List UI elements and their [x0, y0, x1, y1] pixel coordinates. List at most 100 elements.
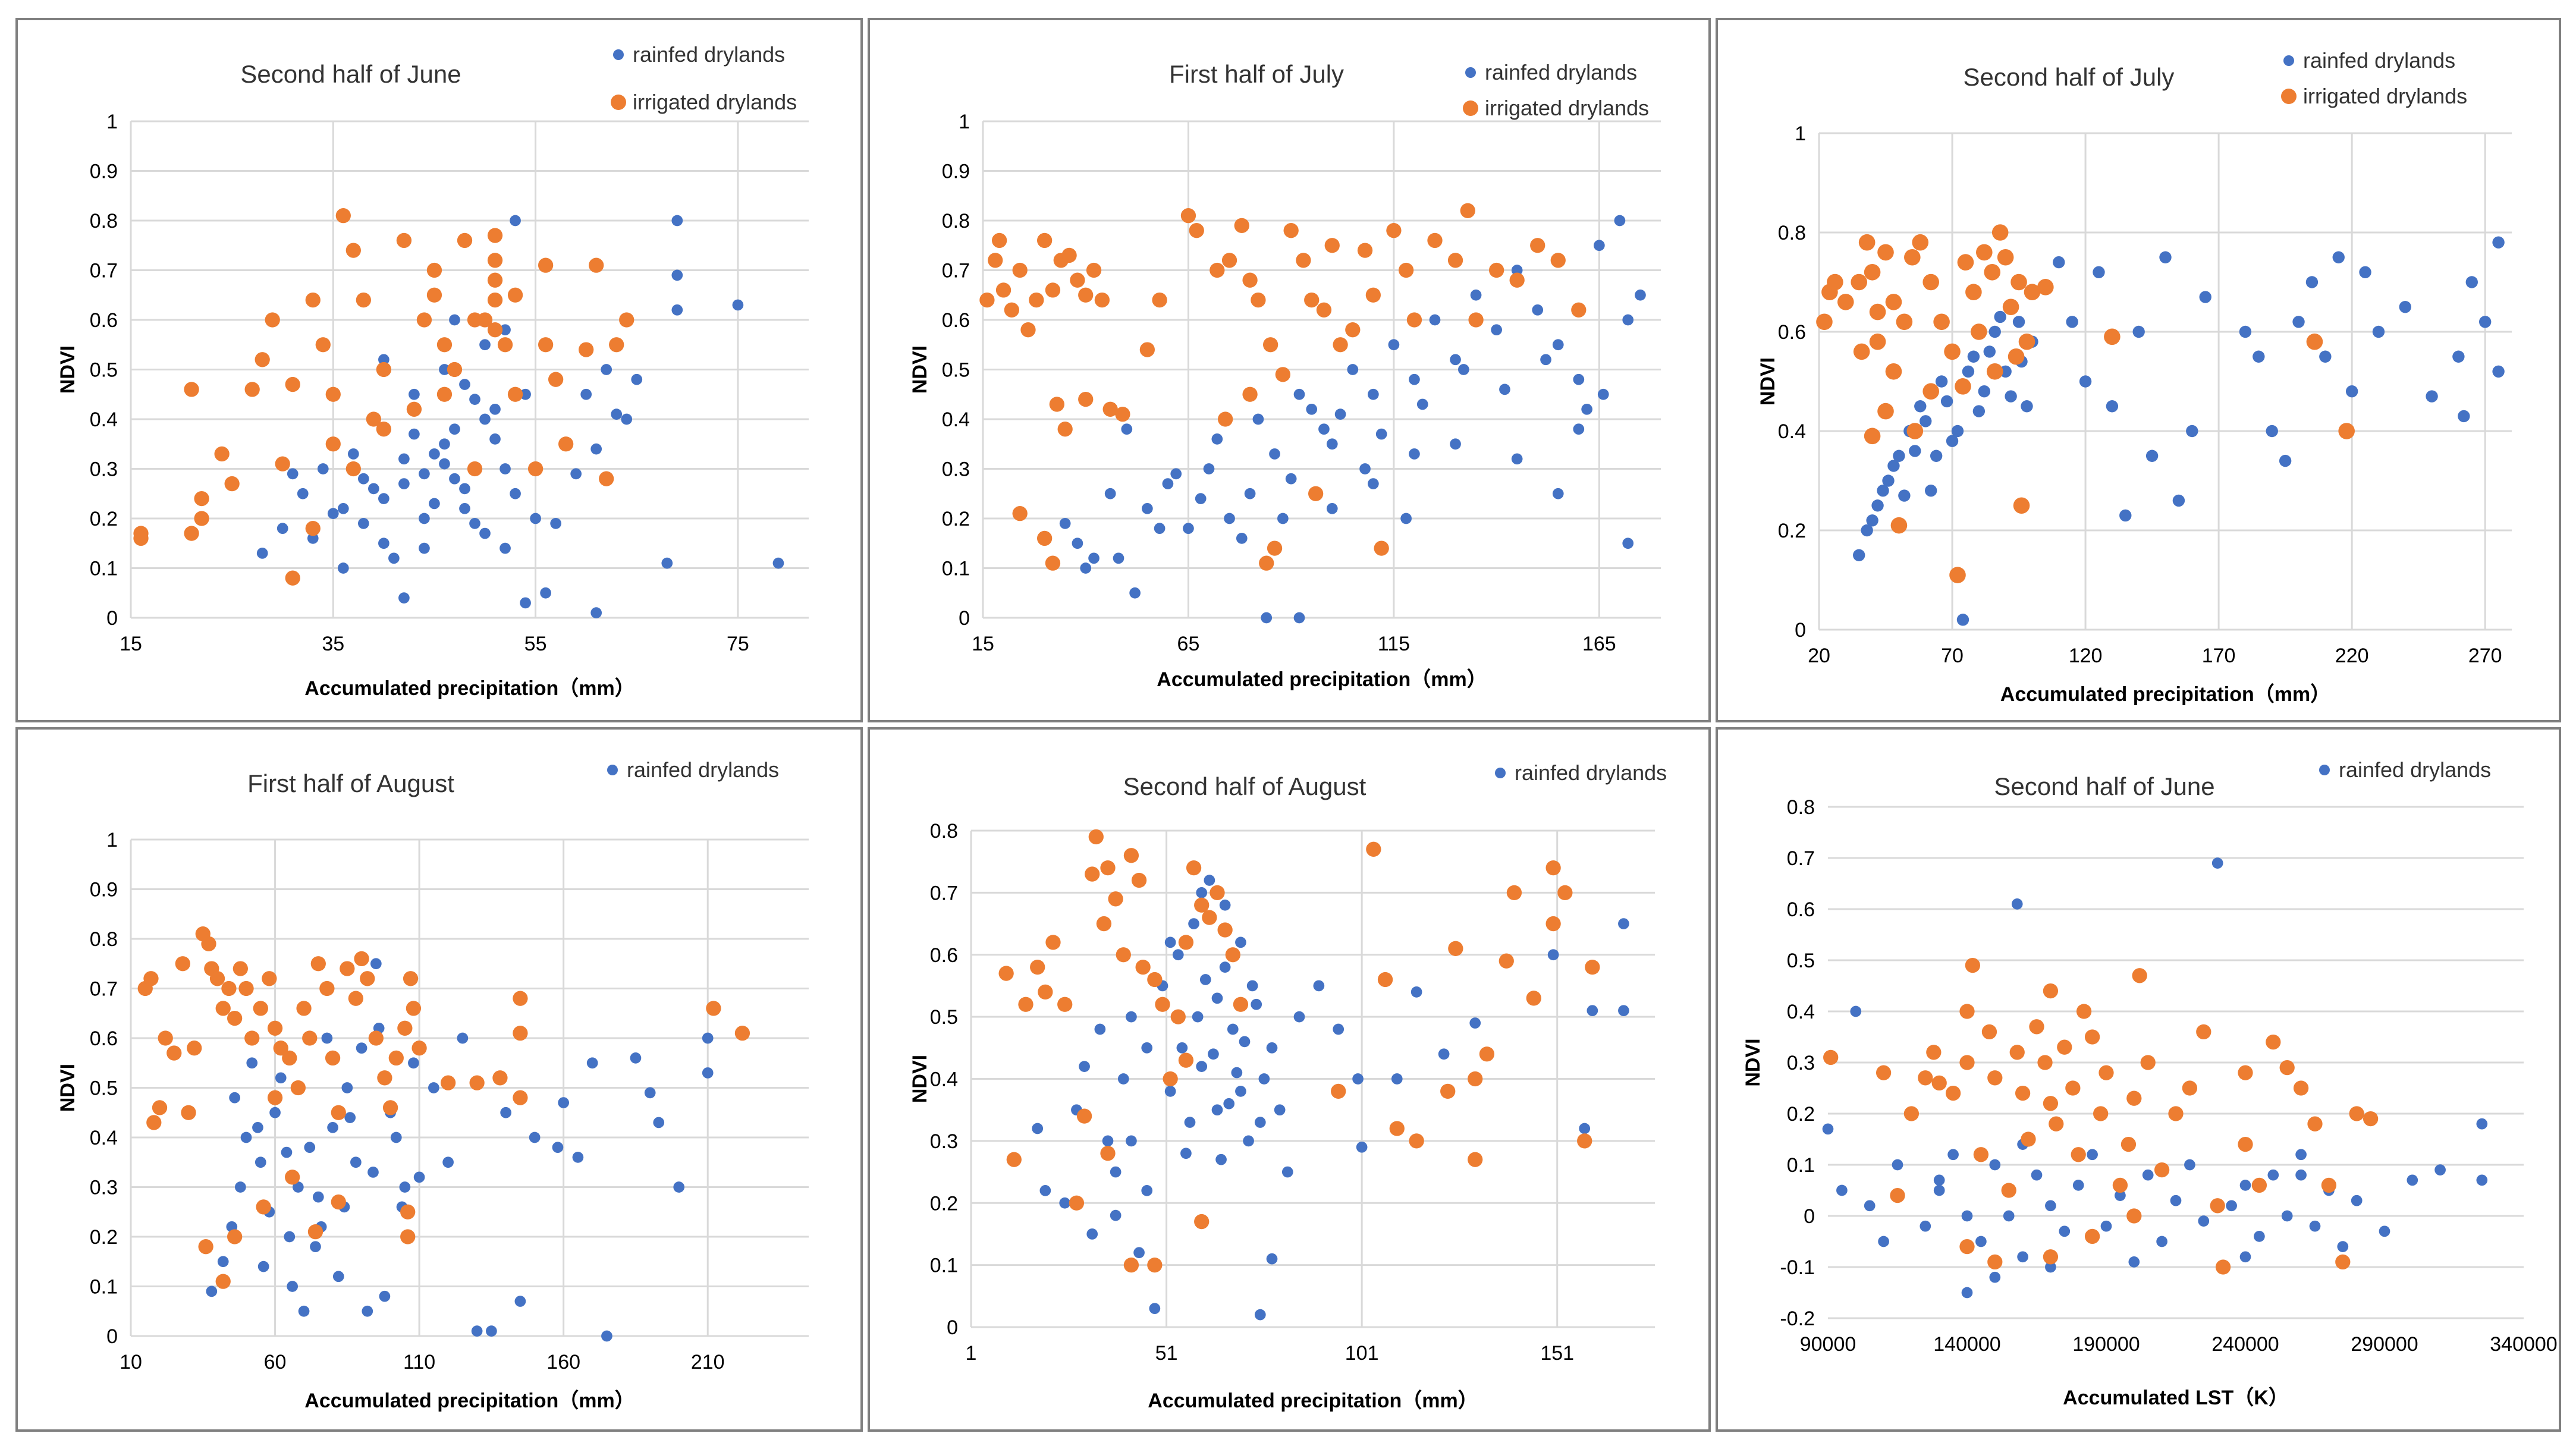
irrigated-point — [1933, 313, 1950, 331]
y-tick-label: 0.2 — [90, 508, 118, 530]
y-tick-label: 0.6 — [1787, 898, 1815, 921]
rainfed-point — [1204, 875, 1215, 886]
legend-label-rainfed: rainfed drylands — [1515, 760, 1667, 785]
irrigated-point — [1931, 1075, 1947, 1091]
rainfed-point — [2478, 316, 2492, 328]
legend-marker-rainfed — [613, 49, 624, 60]
rainfed-point — [1235, 1086, 1246, 1097]
rainfed-point — [2186, 425, 2198, 438]
irrigated-point — [2104, 328, 2121, 345]
rainfed-point — [1961, 1287, 1973, 1299]
rainfed-point — [1211, 992, 1223, 1004]
rainfed-point — [439, 438, 450, 450]
rainfed-point — [1254, 1117, 1266, 1128]
irrigated-point — [290, 1080, 306, 1096]
irrigated-point — [2215, 1259, 2231, 1275]
irrigated-point — [1816, 313, 1833, 331]
irrigated-point — [1389, 1121, 1405, 1136]
irrigated-point — [513, 1090, 528, 1105]
rainfed-point — [1121, 423, 1133, 435]
rainfed-point — [429, 448, 440, 460]
irrigated-point — [436, 386, 453, 402]
y-tick-label: 0.8 — [90, 928, 118, 951]
irrigated-point — [238, 980, 254, 997]
rainfed-point — [2359, 266, 2371, 278]
chart-panel-1: 0 0.1 0.2 0.3 0.4 0.5 0.6 0.7 0.8 0.9 1 15 35 55 75 Sec… — [15, 18, 863, 722]
rainfed-point — [1110, 1209, 1121, 1221]
x-axis-label: Accumulated precipitation（mm） — [304, 1389, 634, 1412]
irrigated-point — [1045, 555, 1061, 571]
rainfed-point — [399, 1181, 411, 1193]
rainfed-point — [1318, 423, 1330, 435]
x-tick-label: 65 — [1177, 633, 1200, 655]
rainfed-point — [1269, 448, 1280, 460]
irrigated-point — [2293, 1080, 2309, 1096]
legend-marker-rainfed — [1465, 67, 1476, 78]
rainfed-point — [1836, 1184, 1848, 1196]
rainfed-point — [2465, 276, 2478, 288]
rainfed-point — [1989, 1271, 2001, 1283]
rainfed-point — [2452, 350, 2465, 363]
rainfed-point — [1822, 1123, 1834, 1135]
rainfed-point — [1409, 373, 1420, 385]
y-tick-label: 0.4 — [90, 408, 118, 431]
rainfed-point — [1882, 474, 1895, 487]
irrigated-point — [1233, 997, 1249, 1012]
rainfed-point — [2211, 857, 2223, 869]
rainfed-point — [362, 1305, 373, 1317]
y-tick-label: 0.6 — [1778, 321, 1806, 344]
rainfed-point — [1117, 1073, 1129, 1085]
irrigated-point — [1267, 540, 1283, 556]
irrigated-point — [1944, 343, 1961, 360]
rainfed-point — [1149, 1303, 1161, 1315]
irrigated-point — [1147, 972, 1163, 988]
rainfed-point — [408, 1057, 419, 1069]
irrigated-point — [411, 1041, 427, 1056]
irrigated-point — [1225, 947, 1240, 963]
rainfed-point — [2279, 454, 2292, 467]
irrigated-point — [558, 436, 574, 452]
irrigated-point — [2043, 1249, 2059, 1265]
y-tick-label: 0.4 — [1778, 420, 1806, 443]
rainfed-point — [1126, 1011, 1137, 1023]
rainfed-point — [471, 1325, 483, 1337]
rainfed-point — [337, 562, 349, 574]
irrigated-point — [1890, 517, 1908, 534]
irrigated-point — [1479, 1046, 1495, 1062]
rainfed-point — [1962, 365, 1975, 378]
irrigated-point — [1123, 1257, 1139, 1273]
rainfed-point — [1162, 478, 1174, 489]
rainfed-point — [1239, 1036, 1251, 1048]
rainfed-point — [1215, 1153, 1227, 1165]
irrigated-point — [1869, 333, 1886, 350]
irrigated-point — [2338, 423, 2355, 439]
irrigated-point — [1877, 244, 1894, 261]
chart-title: Second half of July — [1964, 63, 2175, 91]
irrigated-point — [2076, 1004, 2092, 1019]
rainfed-point — [601, 364, 612, 375]
rainfed-point — [449, 314, 460, 326]
irrigated-point — [376, 422, 392, 437]
rainfed-point — [1450, 438, 1461, 450]
rainfed-point — [312, 1191, 324, 1203]
irrigated-point — [194, 511, 209, 526]
legend-label-rainfed: rainfed drylands — [2339, 757, 2491, 782]
irrigated-point — [2238, 1065, 2253, 1080]
rainfed-point — [255, 1156, 266, 1168]
x-tick-label: 1 — [966, 1342, 977, 1365]
irrigated-point — [345, 243, 361, 258]
irrigated-point — [360, 971, 375, 986]
y-tick-label: 0.6 — [942, 309, 970, 332]
rainfed-point — [1142, 502, 1153, 514]
rainfed-point — [469, 394, 480, 405]
rainfed-point — [702, 1032, 714, 1044]
irrigated-point — [215, 1274, 231, 1289]
rainfed-point — [1113, 552, 1124, 564]
irrigated-point — [2266, 1034, 2281, 1050]
rainfed-point — [2198, 1215, 2210, 1227]
legend-marker-rainfed — [2283, 55, 2294, 66]
irrigated-point — [1242, 386, 1258, 402]
